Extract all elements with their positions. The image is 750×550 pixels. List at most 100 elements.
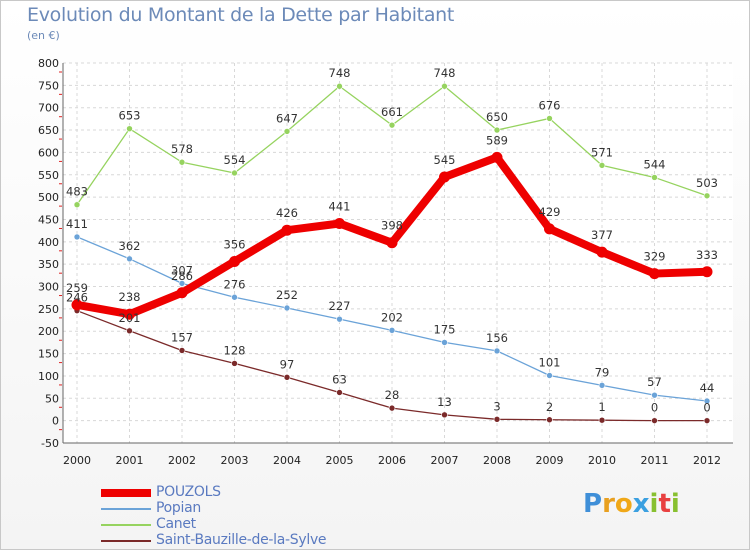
data-label: 2 [546,400,553,414]
data-label: 650 [486,110,508,124]
data-point [491,151,503,163]
y-tick-label: 550 [38,169,59,182]
y-tick-label: 450 [38,213,59,226]
data-point [281,224,293,236]
data-point [649,268,660,280]
logo-letter: t [658,489,671,519]
data-point [546,115,553,122]
plot-area [63,63,733,443]
logo-letter: x [632,489,650,519]
proxiti-logo: Proxiti [583,489,680,519]
data-label: 101 [539,355,561,369]
data-label: 97 [280,357,295,371]
data-point [703,397,711,405]
data-label: 57 [647,375,662,389]
data-label: 554 [224,153,246,167]
data-point [441,339,448,346]
legend-label: POUZOLS [156,484,221,500]
y-tick-label: 800 [38,57,59,70]
data-label: 676 [539,98,561,112]
y-tick-label: 50 [45,392,59,405]
data-label: 79 [595,365,610,379]
data-label: 259 [66,281,88,295]
data-point [178,158,186,166]
x-tick-label: 2011 [641,454,669,467]
data-label: 28 [385,388,400,402]
chart-subtitle: (en €) [27,29,60,42]
data-point [176,287,188,299]
data-label: 157 [171,330,193,344]
data-label: 3 [493,399,500,413]
y-tick-label: 100 [38,370,59,383]
y-tick-label: 650 [38,124,59,137]
data-label: 411 [66,217,88,231]
data-point [598,416,606,424]
data-label: 748 [434,66,456,80]
data-label: 329 [644,250,666,264]
data-point [231,360,238,367]
data-label: 571 [591,145,613,159]
y-tick-label: 300 [38,281,59,294]
data-label: 578 [171,142,193,156]
data-label: 156 [486,331,508,345]
data-point [703,417,711,424]
legend-swatch [101,524,151,526]
data-label: 227 [329,299,351,313]
data-label: 63 [332,372,347,386]
data-point [493,126,501,134]
legend-label: Canet [156,516,196,532]
data-point [386,237,398,249]
legend-label: Saint-Bauzille-de-la-Sylve [156,532,327,548]
data-point [336,315,343,323]
y-tick-label: 700 [38,102,59,115]
data-point [388,121,396,129]
data-point [598,382,606,389]
data-label: 175 [434,322,456,336]
x-tick-label: 2009 [536,454,564,467]
logo-letter: P [583,489,603,519]
data-label: 377 [591,228,613,242]
data-label: 653 [119,109,141,123]
data-label: 333 [696,248,718,262]
x-tick-label: 2007 [431,454,459,467]
legend-swatch [101,489,151,497]
x-tick-label: 2003 [221,454,249,467]
y-tick-label: 500 [38,191,59,204]
data-label: 647 [276,111,298,125]
y-tick-label: -50 [41,437,59,450]
data-label: 286 [171,269,193,283]
x-tick-label: 2002 [168,454,196,467]
logo-letter: i [670,489,680,519]
data-label: 545 [434,153,456,167]
data-label: 0 [703,401,710,415]
data-point [231,169,238,177]
data-point [126,255,133,263]
x-tick-label: 2006 [378,454,406,467]
x-tick-label: 2010 [588,454,616,467]
y-tick-label: 600 [38,146,59,159]
data-label: 1 [598,400,605,414]
y-tick-label: 150 [38,348,59,361]
data-point [126,125,133,133]
data-point [598,162,606,169]
data-point [334,217,345,229]
data-point [701,266,713,278]
data-label: 356 [224,237,246,251]
data-point [283,128,291,135]
data-label: 252 [276,288,298,302]
x-tick-label: 2000 [63,454,91,467]
data-point [651,417,658,424]
logo-letter: o [614,489,633,519]
x-tick-label: 2001 [116,454,144,467]
y-tick-label: 0 [52,415,59,428]
data-point [441,82,448,90]
data-label: 202 [381,310,403,324]
data-point [124,308,135,320]
data-label: 246 [66,291,88,305]
data-point [71,299,83,311]
data-point [544,223,555,235]
data-label: 503 [696,176,718,190]
data-point [283,373,291,381]
